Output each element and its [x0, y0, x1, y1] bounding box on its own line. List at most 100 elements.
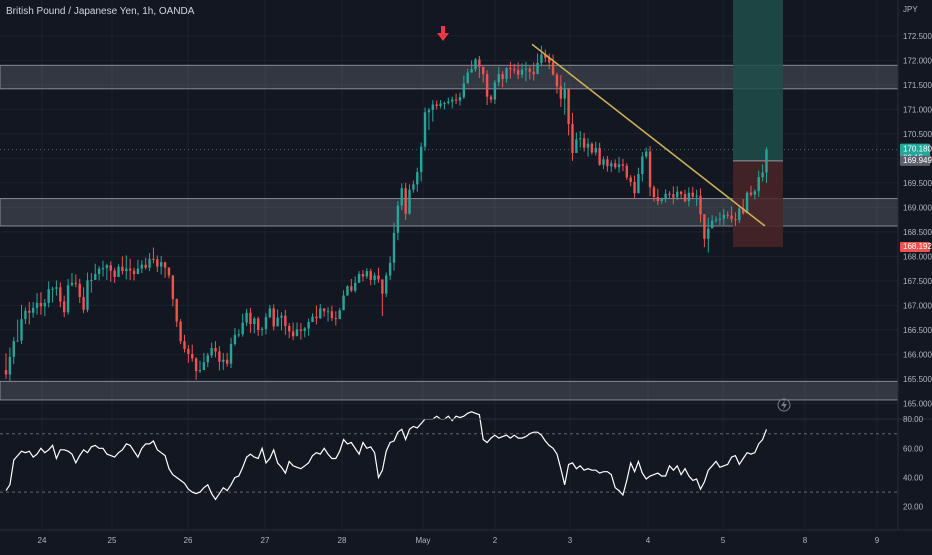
candle-body	[365, 271, 369, 277]
candle-body	[257, 318, 260, 330]
candle-body	[171, 275, 175, 300]
rsi-tick-label: 20.00	[903, 503, 924, 512]
candle-body	[419, 146, 423, 173]
candle-body	[24, 310, 27, 320]
candle-body	[206, 355, 209, 363]
candle-body	[330, 311, 334, 319]
candle-body	[284, 315, 287, 326]
down-arrow-marker-icon	[437, 33, 449, 41]
candle-body	[610, 163, 613, 167]
candle-body	[617, 164, 621, 168]
candle-body	[276, 317, 279, 327]
candle-body	[210, 348, 213, 356]
rsi-tick-label: 40.00	[903, 474, 924, 483]
candle-body	[326, 311, 330, 313]
time-tick-label: 26	[184, 536, 193, 545]
candle-body	[70, 282, 74, 286]
candle-body	[144, 264, 147, 268]
candle-body	[590, 143, 594, 153]
candle-body	[753, 191, 757, 195]
candle-body	[194, 358, 198, 372]
price-tick-label: 172.000	[903, 56, 932, 65]
candle-body	[249, 312, 252, 325]
candle-body	[28, 310, 31, 313]
price-zone	[0, 380, 899, 401]
candle-body	[454, 99, 458, 101]
candle-body	[505, 68, 508, 80]
candle-body	[90, 279, 93, 281]
trendline[interactable]	[531, 43, 766, 227]
candle-body	[264, 317, 268, 329]
candle-body	[474, 59, 477, 70]
candle-body	[761, 172, 764, 178]
candle-body	[575, 139, 578, 154]
lightning-icon-circle	[777, 398, 791, 412]
price-tick-label: 171.500	[903, 81, 932, 90]
candle-body	[540, 54, 543, 63]
candle-body	[121, 266, 124, 272]
candle-body	[582, 138, 586, 148]
candle-body	[660, 199, 663, 202]
candle-body	[198, 370, 202, 372]
entry-price-label-bg	[900, 155, 930, 166]
position-stop-zone	[733, 160, 783, 247]
candle-body	[140, 264, 143, 269]
long-position-tool[interactable]	[733, 0, 783, 247]
candle-body	[548, 57, 551, 63]
candle-body	[513, 69, 516, 71]
candle-body	[679, 191, 683, 195]
candle-body	[187, 349, 190, 354]
current-price-label: 170.180	[903, 145, 932, 154]
candle-body	[136, 268, 140, 275]
price-tick-label: 168.500	[903, 228, 932, 237]
candle-body	[163, 262, 167, 268]
candle-body	[497, 74, 500, 83]
candle-body	[388, 262, 392, 276]
candle-body	[734, 219, 737, 221]
candle-body	[478, 59, 481, 67]
candle-body	[109, 265, 112, 271]
candle-body	[602, 159, 605, 165]
candle-body	[633, 181, 636, 194]
candle-body	[482, 66, 485, 75]
candle-body	[400, 188, 403, 206]
time-tick-label: 4	[646, 536, 651, 545]
candle-body	[598, 148, 601, 165]
candle-body	[520, 69, 524, 75]
price-tick-label: 167.500	[903, 277, 932, 286]
candle-body	[361, 274, 365, 277]
candle-body	[148, 258, 151, 268]
candle-body	[346, 286, 349, 296]
candle-body	[295, 329, 299, 337]
time-tick-label: 24	[38, 536, 47, 545]
descending-trendline	[531, 43, 766, 227]
candle-body	[8, 356, 12, 375]
candle-body	[268, 308, 272, 318]
candle-body	[225, 359, 229, 364]
rsi-pane	[0, 411, 898, 501]
candle-body	[757, 177, 760, 192]
stop-price-label: 168.192	[903, 242, 932, 251]
candle-body	[594, 148, 597, 153]
candle-body	[66, 285, 70, 313]
price-tick-label: 166.000	[903, 350, 932, 359]
candle-body	[676, 191, 679, 198]
candle-body	[291, 331, 295, 337]
candle-body	[59, 287, 62, 302]
candle-body	[629, 177, 632, 182]
time-tick-label: May	[415, 536, 430, 545]
candle-body	[218, 351, 221, 362]
candle-body	[202, 362, 206, 371]
candle-body	[396, 205, 400, 233]
current-price-label-bg	[900, 143, 930, 155]
candle-body	[342, 295, 345, 311]
candle-body	[672, 194, 675, 198]
candle-body	[691, 192, 694, 197]
candle-body	[272, 308, 275, 327]
candle-body	[544, 54, 547, 58]
candle-body	[152, 258, 155, 260]
candle-body	[586, 143, 590, 148]
candle-body	[447, 101, 450, 104]
